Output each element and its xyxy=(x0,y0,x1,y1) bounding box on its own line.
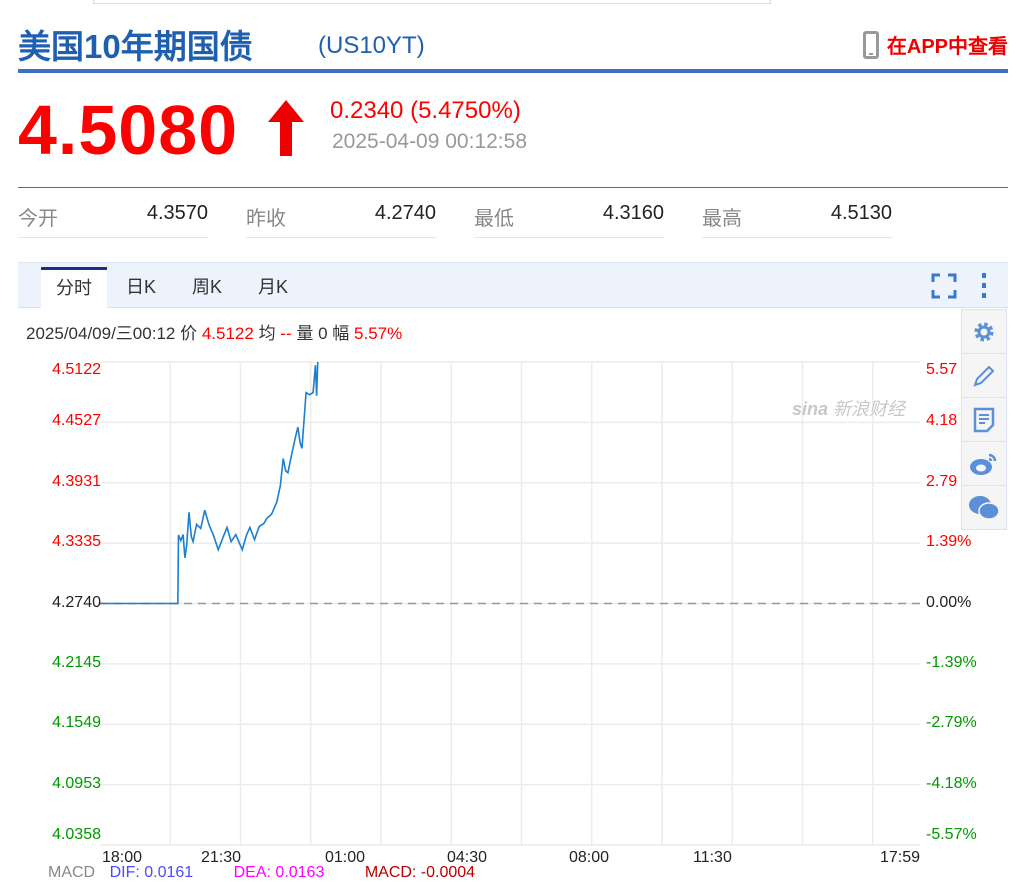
pct-tick-label: -2.79% xyxy=(926,714,977,732)
wechat-icon[interactable] xyxy=(962,486,1006,530)
pct-tick-label: 4.18 xyxy=(926,412,958,430)
y-tick-label: 4.3931 xyxy=(52,472,101,490)
page-title: 美国10年期国债 xyxy=(18,28,253,65)
x-tick-label: 18:00 xyxy=(102,849,143,866)
stat-low: 最低 4.3160 xyxy=(474,200,664,238)
x-tick-label: 01:00 xyxy=(325,849,366,866)
y-tick-label: 4.5122 xyxy=(52,361,101,378)
y-tick-label: 4.0953 xyxy=(52,774,101,792)
stat-open: 今开 4.3570 xyxy=(18,200,208,238)
up-arrow-icon xyxy=(268,100,304,156)
fullscreen-icon[interactable] xyxy=(931,273,957,299)
y-tick-label: 4.0358 xyxy=(52,826,101,843)
crosshair-info: 2025/04/09/三00:12 价 4.5122 均 -- 量 0 幅 5.… xyxy=(26,324,403,343)
header-divider xyxy=(18,69,1008,73)
x-tick-label: 04:30 xyxy=(447,849,488,866)
quote-timestamp: 2025-04-09 00:12:58 xyxy=(332,130,527,153)
divider xyxy=(18,187,1008,188)
pct-tick-label: 2.79 xyxy=(926,472,958,490)
pct-tick-label: -4.18% xyxy=(926,774,977,792)
pct-tick-label: 5.57 xyxy=(926,361,958,378)
pct-tick-label: -5.57% xyxy=(926,826,977,843)
y-tick-label: 4.2740 xyxy=(52,593,101,611)
y-tick-label: 4.2145 xyxy=(52,653,101,671)
open-in-app-label: 在APP中查看 xyxy=(886,36,1008,58)
chart-tab-bar: 分时 日K 周K 月K xyxy=(18,262,1008,309)
tab-daily-k[interactable]: 日K xyxy=(125,277,156,297)
x-tick-label: 21:30 xyxy=(201,849,242,866)
y-tick-label: 4.4527 xyxy=(52,412,101,430)
x-tick-label: 11:30 xyxy=(693,849,732,866)
tab-intraday[interactable]: 分时 xyxy=(41,267,107,309)
more-icon[interactable] xyxy=(980,271,988,299)
x-tick-label: 17:59 xyxy=(880,849,921,866)
phone-icon xyxy=(862,30,879,59)
stat-prev-close: 昨收 4.2740 xyxy=(246,200,436,238)
open-in-app-link[interactable]: 在APP中查看 xyxy=(862,30,1008,59)
x-tick-label: 08:00 xyxy=(569,849,610,866)
tab-weekly-k[interactable]: 周K xyxy=(191,277,222,297)
macd-readout: MACD DIF: 0.0161 DEA: 0.0163 MACD: -0.00… xyxy=(48,864,476,881)
weibo-icon[interactable] xyxy=(962,442,1006,486)
y-tick-label: 4.3335 xyxy=(52,533,101,551)
gear-icon[interactable] xyxy=(962,310,1006,354)
pct-tick-label: -1.39% xyxy=(926,653,977,671)
stat-high: 最高 4.5130 xyxy=(702,200,892,238)
tab-monthly-k[interactable]: 月K xyxy=(257,277,288,297)
price-line xyxy=(100,361,319,605)
current-price: 4.5080 xyxy=(18,91,239,169)
symbol-code: (US10YT) xyxy=(318,32,425,59)
note-icon[interactable] xyxy=(962,398,1006,442)
y-tick-label: 4.1549 xyxy=(52,714,101,732)
search-box-edge xyxy=(93,0,771,4)
price-change: 0.2340 (5.4750%) xyxy=(330,97,521,124)
pct-tick-label: 1.39% xyxy=(926,533,972,551)
chart-tools-panel xyxy=(961,309,1007,530)
pct-tick-label: 0.00% xyxy=(926,593,972,611)
pencil-icon[interactable] xyxy=(962,354,1006,398)
sina-watermark-logo: sina 新浪财经 xyxy=(792,399,906,419)
